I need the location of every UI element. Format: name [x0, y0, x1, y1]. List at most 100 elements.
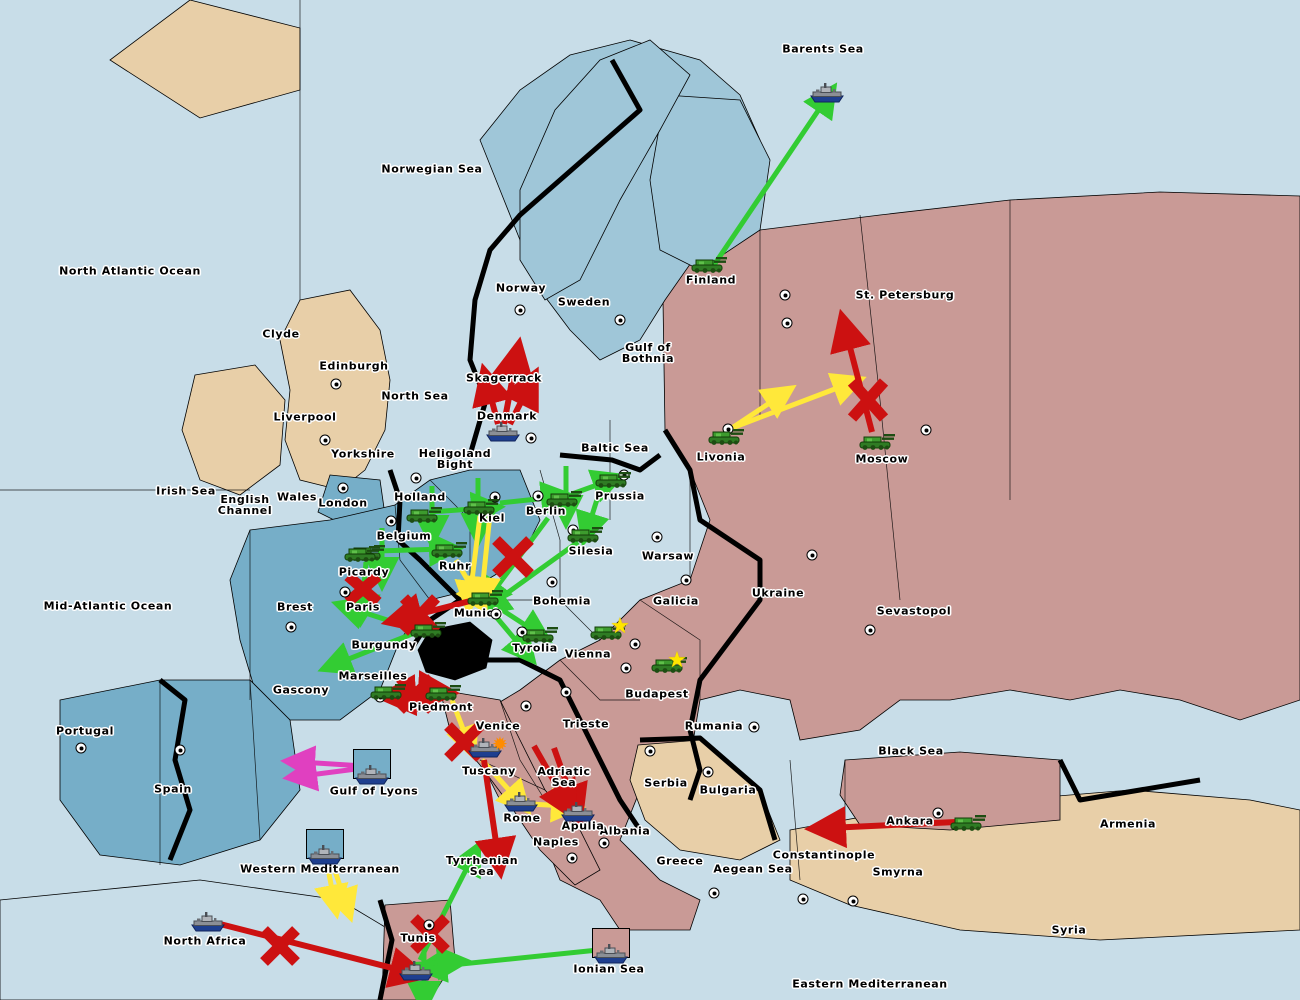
- supply-center-icon[interactable]: [847, 895, 859, 907]
- army-unit-icon[interactable]: [521, 622, 559, 644]
- province-label-st-petersburg: St. Petersburg: [855, 288, 955, 302]
- supply-center-icon[interactable]: [337, 482, 349, 494]
- army-unit-icon[interactable]: [430, 537, 468, 559]
- supply-center-icon[interactable]: [644, 745, 656, 757]
- province-label-tyrolia: Tyrolia: [512, 641, 558, 655]
- province-label-belgium: Belgium: [376, 529, 432, 543]
- province-label-brest: Brest: [276, 600, 314, 614]
- supply-center-icon[interactable]: [797, 893, 809, 905]
- fleet-unit-icon[interactable]: [306, 844, 344, 866]
- province-label-yorkshire: Yorkshire: [331, 447, 395, 461]
- army-unit-icon[interactable]: [409, 617, 447, 639]
- fleet-unit-icon[interactable]: [592, 943, 630, 965]
- fleet-unit-icon[interactable]: [484, 421, 522, 443]
- supply-center-icon[interactable]: [423, 919, 435, 931]
- army-unit-icon[interactable]: [949, 810, 987, 832]
- fleet-unit-icon[interactable]: [353, 764, 391, 786]
- x-picardy-real: [344, 571, 382, 607]
- army-unit-icon[interactable]: [594, 467, 632, 489]
- supply-center-icon[interactable]: [781, 317, 793, 329]
- supply-center-icon[interactable]: [864, 624, 876, 636]
- supply-center-icon[interactable]: [75, 742, 87, 754]
- sea-label-eastern-mediterranean: Eastern Mediterranean: [792, 977, 948, 991]
- province-label-silesia: Silesia: [568, 544, 614, 558]
- supply-center-icon[interactable]: [598, 837, 610, 849]
- support-finland-barents: [709, 82, 838, 270]
- support-belgium-ruhr: [377, 531, 464, 567]
- supply-center-icon[interactable]: [748, 721, 760, 733]
- army-unit-icon[interactable]: [369, 679, 407, 701]
- support-silesia-munich: [475, 539, 580, 616]
- supply-center-icon[interactable]: [546, 576, 558, 588]
- army-unit-icon[interactable]: [424, 680, 462, 702]
- convoy-livonia-branch: [724, 384, 797, 435]
- province-label-venice: Venice: [475, 719, 521, 733]
- supply-center-icon[interactable]: [319, 434, 331, 446]
- province-label-wales: Wales: [277, 490, 317, 504]
- fleet-unit-icon[interactable]: [466, 737, 504, 759]
- fleet-unit-icon[interactable]: [808, 82, 846, 104]
- province-label-munich: Munich: [453, 606, 503, 620]
- province-label-syria: Syria: [1051, 923, 1087, 937]
- supply-center-icon[interactable]: [532, 490, 544, 502]
- supply-center-icon[interactable]: [174, 744, 186, 756]
- army-unit-icon[interactable]: [466, 585, 504, 607]
- supply-center-icon[interactable]: [330, 378, 342, 390]
- army-unit-icon[interactable]: [462, 494, 500, 516]
- sea-label-ionian-sea: Ionian Sea: [573, 962, 645, 976]
- army-unit-icon[interactable]: [690, 252, 728, 274]
- supply-center-icon[interactable]: [620, 662, 632, 674]
- x-piedmont: [396, 674, 436, 714]
- province-label-finland: Finland: [685, 273, 737, 287]
- supply-center-icon[interactable]: [489, 491, 501, 503]
- sea-label-tyrrhenian-sea: Tyrrhenian Sea: [445, 854, 519, 878]
- fleet-unit-icon[interactable]: [559, 801, 597, 823]
- sea-label-gulf-of-lyons: Gulf of Lyons: [329, 784, 419, 798]
- support-kiel-berlin: [499, 481, 576, 516]
- fleet-unit-icon[interactable]: [502, 791, 540, 813]
- province-label-ruhr: Ruhr: [439, 559, 471, 573]
- supply-center-icon[interactable]: [566, 852, 578, 864]
- army-unit-icon[interactable]: [566, 522, 604, 544]
- move-ankara-constantinople: [804, 806, 957, 849]
- supply-center-icon[interactable]: [490, 608, 502, 620]
- army-unit-icon[interactable]: [707, 424, 745, 446]
- fleet-unit-icon[interactable]: [397, 960, 435, 982]
- supply-center-icon[interactable]: [708, 887, 720, 899]
- supply-center-icon[interactable]: [806, 549, 818, 561]
- army-unit-icon[interactable]: [545, 486, 583, 508]
- x-picardy: [388, 570, 420, 600]
- convoy-westmed-branch: [314, 857, 349, 920]
- supply-center-icon[interactable]: [614, 314, 626, 326]
- army-unit-icon[interactable]: [589, 619, 627, 641]
- army-unit-icon[interactable]: [343, 541, 381, 563]
- supply-center-icon[interactable]: [651, 531, 663, 543]
- army-unit-icon[interactable]: [405, 502, 443, 524]
- sea-label-adriatic-sea: Adriatic Sea: [537, 765, 591, 789]
- supply-center-icon[interactable]: [410, 472, 422, 484]
- province-label-clyde: Clyde: [262, 327, 300, 341]
- province-label-denmark: Denmark: [476, 409, 538, 423]
- failed-markers: [260, 378, 889, 966]
- army-unit-icon[interactable]: [650, 652, 688, 674]
- supply-center-icon[interactable]: [920, 424, 932, 436]
- ireland: [181, 364, 286, 496]
- province-label-bulgaria: Bulgaria: [699, 783, 757, 797]
- convoy-livonia-stpete: [731, 372, 867, 431]
- supply-center-icon[interactable]: [680, 574, 692, 586]
- supply-center-icon[interactable]: [779, 289, 791, 301]
- province-label-north-africa: North Africa: [163, 934, 247, 948]
- supply-center-icon[interactable]: [629, 638, 641, 650]
- supply-center-icon[interactable]: [285, 621, 297, 633]
- supply-center-icon[interactable]: [932, 807, 944, 819]
- sea-label-skagerrack: Skagerrack: [465, 371, 543, 385]
- army-unit-icon[interactable]: [858, 429, 896, 451]
- fleet-unit-icon[interactable]: [189, 911, 227, 933]
- supply-center-icon[interactable]: [514, 304, 526, 316]
- supply-center-icon[interactable]: [520, 700, 532, 712]
- supply-center-icon[interactable]: [702, 766, 714, 778]
- supply-center-icon[interactable]: [560, 686, 572, 698]
- supply-center-icon[interactable]: [525, 432, 537, 444]
- supply-center-icon[interactable]: [339, 586, 351, 598]
- supply-center-icon[interactable]: [385, 515, 397, 527]
